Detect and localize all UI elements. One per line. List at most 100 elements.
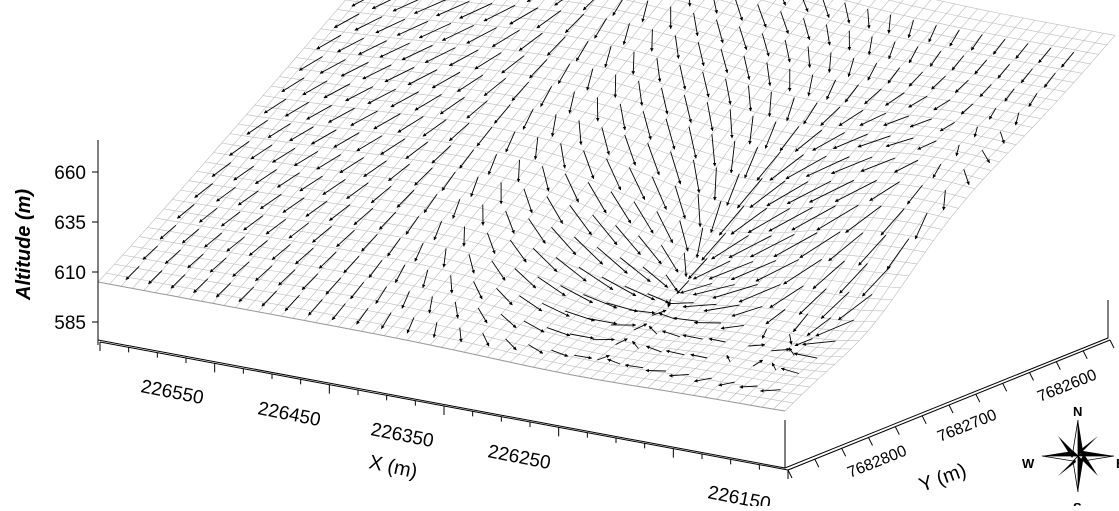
vector-arrow xyxy=(451,275,452,293)
vector-arrow xyxy=(460,150,474,169)
vector-arrow xyxy=(865,89,882,104)
vector-arrow xyxy=(770,286,804,308)
mesh-line xyxy=(167,0,497,295)
vector-arrow xyxy=(324,84,350,98)
vector-arrow xyxy=(625,286,655,300)
z-tick-label: 585 xyxy=(54,313,86,334)
vector-arrow xyxy=(249,241,267,256)
vector-arrow xyxy=(707,102,712,131)
vector-arrow xyxy=(799,0,808,12)
vector-arrow xyxy=(244,216,263,231)
vector-arrow xyxy=(312,226,331,242)
vector-arrow xyxy=(675,186,685,219)
vector-arrow xyxy=(272,244,290,259)
compass-south-label: S xyxy=(1073,500,1082,506)
vector-arrow xyxy=(632,341,638,348)
y-tick-mark xyxy=(815,459,819,467)
vector-arrow xyxy=(266,219,286,234)
vector-arrow xyxy=(813,133,845,151)
vector-arrow xyxy=(357,136,382,151)
vector-arrow xyxy=(615,75,616,98)
vector-arrow xyxy=(143,246,158,260)
vector-arrow xyxy=(369,260,382,277)
vector-arrow xyxy=(845,85,858,103)
vector-arrow xyxy=(721,49,727,73)
vector-arrow xyxy=(739,285,781,303)
vector-arrow xyxy=(909,96,928,107)
vector-arrow xyxy=(402,45,433,60)
vector-arrow xyxy=(319,252,336,268)
vector-arrow xyxy=(440,97,464,114)
vector-arrow xyxy=(787,181,831,204)
vector-arrow xyxy=(689,127,696,159)
vector-arrow xyxy=(816,320,854,336)
z-tick-label: 635 xyxy=(54,213,86,234)
mesh-line xyxy=(412,0,1099,54)
vector-arrow xyxy=(785,40,790,62)
vector-arrow xyxy=(727,355,730,362)
vector-arrow xyxy=(307,105,332,119)
vector-arrow xyxy=(803,341,836,344)
vector-arrow xyxy=(471,177,478,197)
mesh-line xyxy=(453,0,783,350)
vector-arrow xyxy=(765,122,776,149)
vector-arrow xyxy=(808,47,810,68)
vector-arrow xyxy=(1061,52,1073,67)
vector-arrow xyxy=(684,253,686,277)
vector-arrow xyxy=(721,325,744,328)
vector-arrow xyxy=(529,219,546,244)
vector-arrow xyxy=(829,233,863,261)
vector-arrow xyxy=(351,282,364,299)
vector-arrow xyxy=(826,25,829,46)
y-tick-mark xyxy=(949,405,953,413)
vector-arrow xyxy=(881,209,904,236)
vector-arrow xyxy=(787,98,795,121)
vector-arrow xyxy=(806,157,849,177)
compass-rose-icon: N W E S xyxy=(1022,404,1119,506)
vector-arrow xyxy=(955,80,968,92)
vector-arrow xyxy=(643,111,651,139)
vector-arrow xyxy=(388,164,409,181)
vector-arrow xyxy=(126,266,139,279)
vector-arrow xyxy=(889,42,895,59)
vector-arrow xyxy=(436,1,469,15)
vector-arrow xyxy=(894,160,918,172)
vector-arrow xyxy=(750,234,794,257)
vector-arrow xyxy=(238,191,258,205)
vector-arrow xyxy=(933,164,941,178)
y-tick-mark xyxy=(976,394,980,402)
vector-arrow xyxy=(542,166,548,191)
vector-arrow xyxy=(329,205,350,221)
vector-arrow xyxy=(860,113,886,125)
vector-arrow xyxy=(406,216,419,234)
mesh-line xyxy=(235,0,565,308)
vector-arrow xyxy=(519,296,542,311)
vector-arrow xyxy=(1021,69,1032,83)
x-tick-label: 226450 xyxy=(256,398,322,431)
compass-north-label: N xyxy=(1073,404,1082,419)
vector-arrow xyxy=(907,185,922,204)
mesh-line xyxy=(533,0,863,367)
vector-arrow xyxy=(930,51,941,66)
vector-arrow xyxy=(639,81,642,106)
y-tick-mark xyxy=(842,448,846,456)
vector-arrow xyxy=(332,304,345,320)
vector-arrow xyxy=(547,197,563,224)
vector-arrow xyxy=(561,144,565,169)
vector-arrow xyxy=(584,295,617,308)
vector-arrow xyxy=(784,259,822,284)
mesh-line xyxy=(98,0,428,282)
vector-arrow xyxy=(351,111,378,126)
vector-arrow xyxy=(909,47,918,63)
vector-arrow xyxy=(998,64,1010,78)
vector-arrow xyxy=(264,99,286,113)
vector-arrow xyxy=(772,363,776,370)
vector-arrow xyxy=(831,157,872,174)
vector-arrow xyxy=(717,20,723,43)
y-tick-mark xyxy=(1110,340,1114,348)
y-tick-mark xyxy=(869,438,873,446)
vector-arrow xyxy=(698,194,700,227)
vector-arrow xyxy=(506,211,515,234)
z-tick-label: 610 xyxy=(54,263,86,284)
